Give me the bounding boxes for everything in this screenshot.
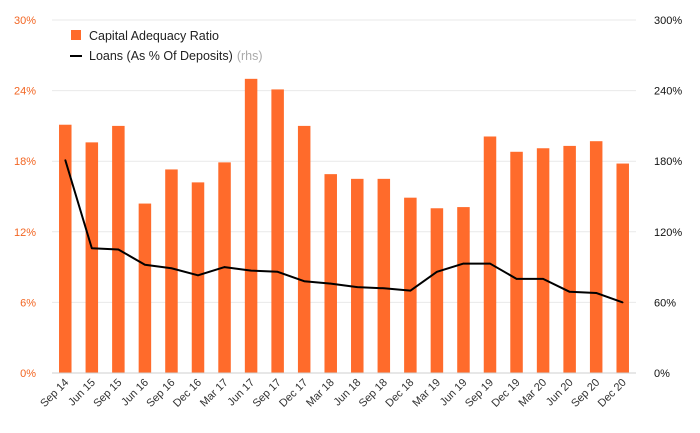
line-point — [621, 301, 624, 304]
line-point — [568, 291, 571, 293]
right-tick-label: 180% — [654, 156, 682, 168]
line-point — [515, 278, 518, 280]
left-tick-label: 24% — [14, 86, 36, 98]
bar — [191, 182, 205, 373]
x-tick-label: Sep 18 — [357, 377, 390, 410]
x-tick-label: Mar 20 — [517, 377, 550, 410]
bar — [616, 163, 629, 373]
bar — [244, 78, 258, 373]
right-tick-label: 120% — [654, 227, 682, 239]
x-tick-label: Dec 18 — [383, 377, 416, 410]
right-tick-label: 60% — [654, 297, 676, 309]
x-tick-label: Sep 19 — [463, 377, 496, 410]
legend-swatch-capital-adequacy — [71, 30, 81, 40]
line-point — [117, 248, 120, 251]
bar — [563, 145, 576, 373]
line-point — [595, 292, 597, 294]
bar — [297, 125, 311, 374]
line-point — [489, 262, 491, 265]
left-tick-label: 12% — [14, 227, 36, 239]
bar — [510, 151, 523, 373]
bar — [324, 174, 337, 373]
bar — [457, 207, 470, 373]
line-point — [383, 287, 385, 290]
left-tick-label: 30% — [14, 15, 36, 27]
line-point — [356, 286, 359, 288]
left-axis: 0% 6% 12% 18% 24% 30% — [14, 15, 36, 380]
bar — [351, 178, 364, 373]
bar — [589, 141, 603, 373]
line-point — [276, 271, 279, 273]
legend-label-loans-note: (rhs) — [237, 49, 263, 63]
right-axis: 0% 60% 120% 180% 240% 300% — [654, 15, 682, 380]
bar — [404, 197, 417, 373]
series-line — [64, 159, 624, 304]
line-point — [542, 278, 544, 280]
right-tick-label: 0% — [654, 368, 670, 380]
line-point — [409, 289, 412, 292]
line-point — [329, 282, 332, 285]
bar — [377, 178, 391, 373]
x-tick-label: Mar 19 — [410, 377, 443, 410]
x-tick-label: Sep 17 — [251, 377, 284, 410]
bar — [271, 89, 284, 373]
bar — [85, 142, 99, 373]
x-tick-label: Sep 14 — [38, 377, 71, 410]
line-point — [197, 274, 199, 277]
bar — [138, 203, 152, 373]
bar — [59, 124, 72, 374]
legend-label-capital-adequacy: Capital Adequacy Ratio — [89, 29, 219, 43]
left-tick-label: 6% — [20, 297, 36, 309]
line-point — [250, 269, 252, 272]
bar — [430, 208, 444, 373]
x-tick-label: Dec 20 — [596, 377, 629, 410]
left-tick-label: 18% — [14, 156, 36, 168]
left-tick-label: 0% — [20, 368, 36, 380]
x-tick-label: Sep 16 — [144, 377, 177, 410]
line-point — [144, 263, 146, 266]
x-tick-label: Sep 20 — [569, 377, 602, 410]
legend: Capital Adequacy Ratio Loans (As % Of De… — [70, 29, 263, 63]
line-series-loans — [64, 159, 624, 304]
x-tick-label: Dec 17 — [277, 377, 310, 410]
line-point — [170, 267, 173, 270]
bar — [536, 148, 550, 373]
line-point — [64, 159, 67, 161]
line-point — [223, 266, 226, 268]
x-tick-label: Mar 18 — [304, 377, 337, 410]
bar-series-capital-adequacy — [59, 78, 629, 374]
x-tick-label: Mar 17 — [198, 377, 231, 410]
bar — [483, 136, 497, 373]
line-point — [462, 262, 465, 265]
x-tick-label: Sep 15 — [91, 377, 124, 410]
legend-label-loans: Loans (As % Of Deposits) (rhs) — [89, 49, 263, 63]
bar — [165, 169, 178, 373]
x-tick-label: Dec 19 — [490, 377, 523, 410]
right-tick-label: 300% — [654, 15, 682, 27]
x-tick-label: Dec 16 — [171, 377, 204, 410]
line-point — [91, 247, 93, 250]
right-tick-label: 240% — [654, 86, 682, 98]
line-point — [303, 280, 305, 283]
legend-label-loans-name: Loans (As % Of Deposits) — [89, 49, 233, 63]
line-point — [436, 271, 438, 273]
